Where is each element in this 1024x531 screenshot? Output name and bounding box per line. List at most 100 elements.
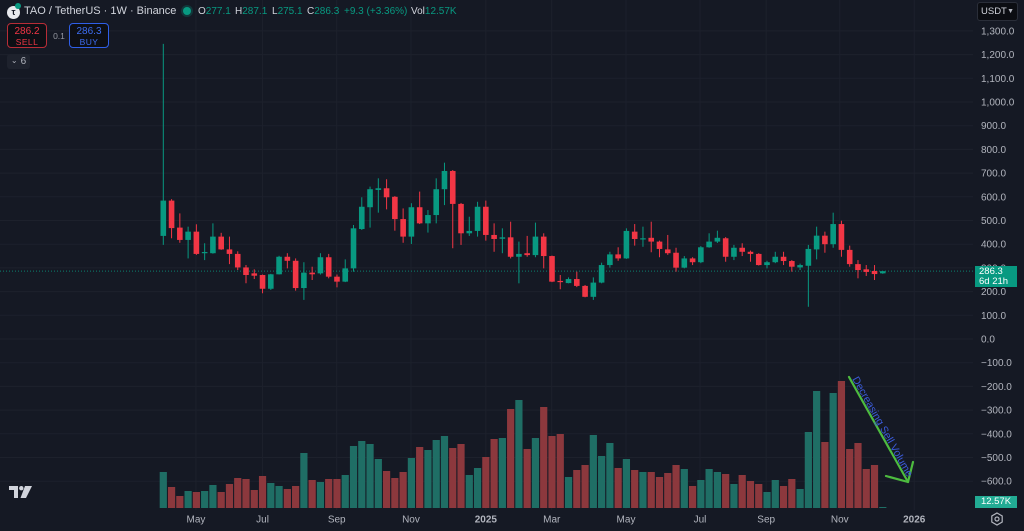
volume-bar <box>606 443 614 508</box>
symbol-title[interactable]: TAO / TetherUS · 1W · Binance <box>24 5 177 17</box>
candle <box>607 251 613 268</box>
ohlc-close-value: 286.3 <box>314 6 340 17</box>
price-axis-label: 400.0 <box>981 240 1006 251</box>
volume-bar <box>697 480 705 508</box>
candle <box>747 250 754 262</box>
candle-body <box>772 256 779 263</box>
price-axis-label: 1,000.0 <box>981 98 1015 109</box>
candle <box>474 201 481 237</box>
price-axis-label: 0.0 <box>981 335 995 346</box>
price-axis-label: 1,200.0 <box>981 50 1015 61</box>
candle <box>838 220 845 257</box>
ohlc-low-value: 275.1 <box>277 6 303 17</box>
candle-body <box>714 237 721 242</box>
candle-body <box>879 271 886 274</box>
candle-body <box>549 256 555 282</box>
gear-icon[interactable] <box>990 512 1004 526</box>
candle-body <box>673 252 679 268</box>
candle <box>466 216 473 236</box>
market-status-icon[interactable] <box>183 7 191 15</box>
price-axis-label: 1,300.0 <box>981 26 1015 37</box>
indicators-count: 6 <box>20 56 27 67</box>
sell-button[interactable]: 286.2 SELL <box>7 23 47 48</box>
candle <box>160 43 167 245</box>
buy-button[interactable]: 286.3 BUY <box>69 23 109 48</box>
sell-price: 286.2 <box>14 26 40 37</box>
candle <box>383 179 390 210</box>
time-axis-label: Jul <box>694 515 707 526</box>
candle <box>565 277 572 284</box>
candle <box>168 199 175 239</box>
volume-bar <box>515 400 523 508</box>
candle <box>193 224 200 255</box>
volume-bar <box>416 447 424 508</box>
time-axis-label: 2025 <box>475 515 498 526</box>
candle-body <box>598 265 605 283</box>
candle-body <box>491 234 497 239</box>
volume-bar <box>440 436 449 508</box>
candle <box>540 233 547 269</box>
candle-body <box>871 270 878 275</box>
volume-bar <box>573 470 581 508</box>
candle-body <box>268 274 274 289</box>
candle <box>259 274 266 294</box>
price-axis-label: 900.0 <box>981 121 1006 132</box>
volume-bar <box>622 459 631 508</box>
candle <box>813 226 820 260</box>
tao-coin-logo-icon: τ <box>7 6 20 19</box>
candle-body <box>722 238 729 257</box>
price-scale[interactable]: 1,300.0 1,200.0 1,100.0 1,000.0 900.0 800.0 70… <box>981 26 1015 487</box>
ohlc-change: +9.3 (+3.36%) <box>344 6 407 17</box>
volume-bar <box>837 381 846 508</box>
time-axis-label: May <box>617 515 636 526</box>
volume-bar <box>292 486 300 508</box>
currency-value: USDT <box>981 6 1007 17</box>
candle-body <box>474 206 481 231</box>
currency-select[interactable]: USDT ▼ <box>977 2 1018 21</box>
candle <box>392 196 398 231</box>
volume-bar <box>217 492 225 508</box>
time-scale[interactable]: May Jul Sep Nov 2025 Mar May Jul Sep Nov 2026 <box>187 515 926 526</box>
volume-bar <box>498 438 506 508</box>
price-axis-label: −400.0 <box>981 429 1012 440</box>
volume-bar <box>879 507 887 508</box>
candle-body <box>582 285 588 297</box>
candle <box>631 224 638 246</box>
candle-body <box>706 241 712 248</box>
ohlc-high-value: 287.1 <box>242 6 268 17</box>
candle <box>871 265 878 280</box>
candle <box>673 247 679 272</box>
candle-body <box>367 189 373 208</box>
candle-body <box>301 272 307 289</box>
candle <box>532 222 539 258</box>
volume-bar <box>399 472 407 508</box>
price-axis-label: 500.0 <box>981 216 1006 227</box>
volume-bar <box>722 474 730 508</box>
candle-body <box>532 236 539 256</box>
tradingview-logo-icon[interactable] <box>9 486 33 499</box>
volume-bar <box>490 439 498 508</box>
volume-bar <box>300 453 308 508</box>
buy-label: BUY <box>79 37 99 47</box>
candle <box>276 255 282 275</box>
candle <box>648 221 655 253</box>
annotation-arrow-icon <box>847 375 910 484</box>
price-axis-label: −100.0 <box>981 358 1012 369</box>
candle-body <box>375 188 382 190</box>
candle <box>507 221 514 259</box>
volume-bar <box>473 468 482 508</box>
candle-body <box>433 189 440 216</box>
volume-bar <box>349 446 358 508</box>
candle-body <box>822 235 828 245</box>
indicators-toggle-button[interactable]: ⌄ 6 <box>7 54 30 69</box>
candle <box>855 260 861 279</box>
candle <box>582 284 588 298</box>
candle-body <box>681 258 688 268</box>
candle-body <box>755 253 762 266</box>
price-axis-label: −500.0 <box>981 453 1012 464</box>
candle-body <box>160 200 167 236</box>
candle <box>408 203 415 244</box>
volume-bar <box>647 472 655 508</box>
